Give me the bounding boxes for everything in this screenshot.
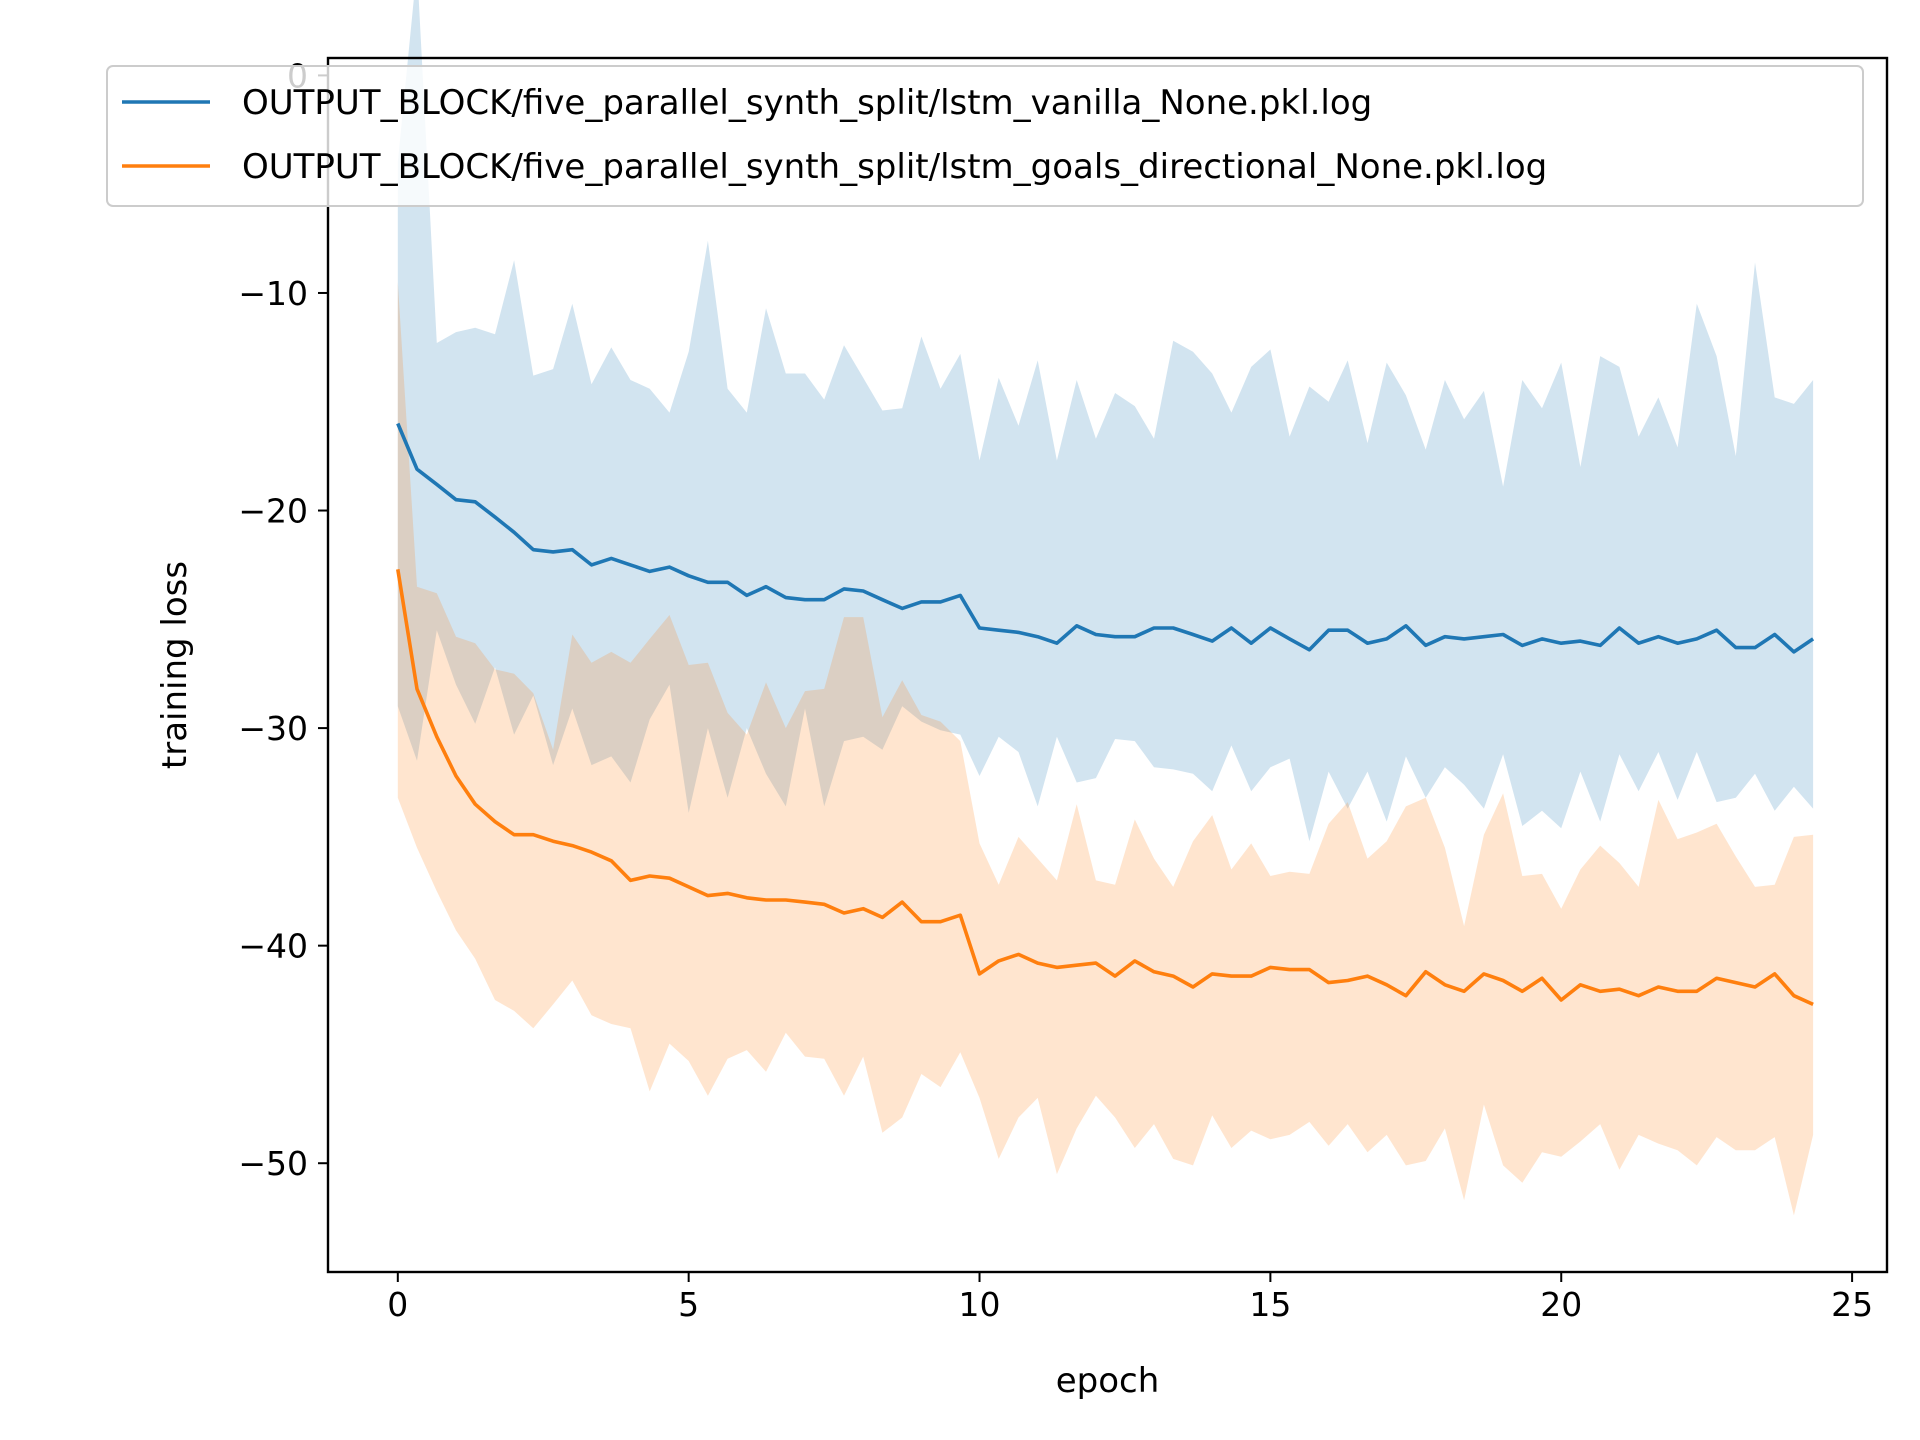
y-tick-label: −30	[238, 709, 308, 748]
series-0-line	[396, 422, 1815, 654]
series-lines	[396, 422, 1815, 1007]
x-tick-label: 5	[678, 1285, 699, 1324]
legend: OUTPUT_BLOCK/five_parallel_synth_split/l…	[106, 65, 1864, 207]
x-tick-label: 10	[959, 1285, 1001, 1324]
legend-box	[106, 65, 1864, 207]
y-tick-label: −40	[238, 927, 308, 966]
x-axis-label: epoch	[1056, 1361, 1160, 1401]
y-axis-label: training loss	[155, 561, 195, 769]
plot-frame	[326, 56, 1889, 1274]
confidence-bands	[397, 0, 1814, 1216]
x-tick-label: 20	[1540, 1285, 1582, 1324]
y-tick-label: −10	[238, 274, 308, 313]
series-1-line	[396, 569, 1814, 1007]
x-tick-label: 0	[387, 1285, 408, 1324]
series-1-band	[397, 282, 1814, 1216]
legend-label-vanilla: OUTPUT_BLOCK/five_parallel_synth_split/l…	[242, 83, 1372, 123]
y-tick-label: −20	[238, 492, 308, 531]
y-tick-label: −50	[238, 1144, 308, 1183]
x-tick-label: 25	[1831, 1285, 1873, 1324]
x-tick-label: 15	[1249, 1285, 1291, 1324]
x-axis: 0 5 10 15 20 25	[387, 1272, 1873, 1324]
series-0-band	[397, 0, 1814, 842]
legend-label-goals-directional: OUTPUT_BLOCK/five_parallel_synth_split/l…	[242, 147, 1547, 187]
